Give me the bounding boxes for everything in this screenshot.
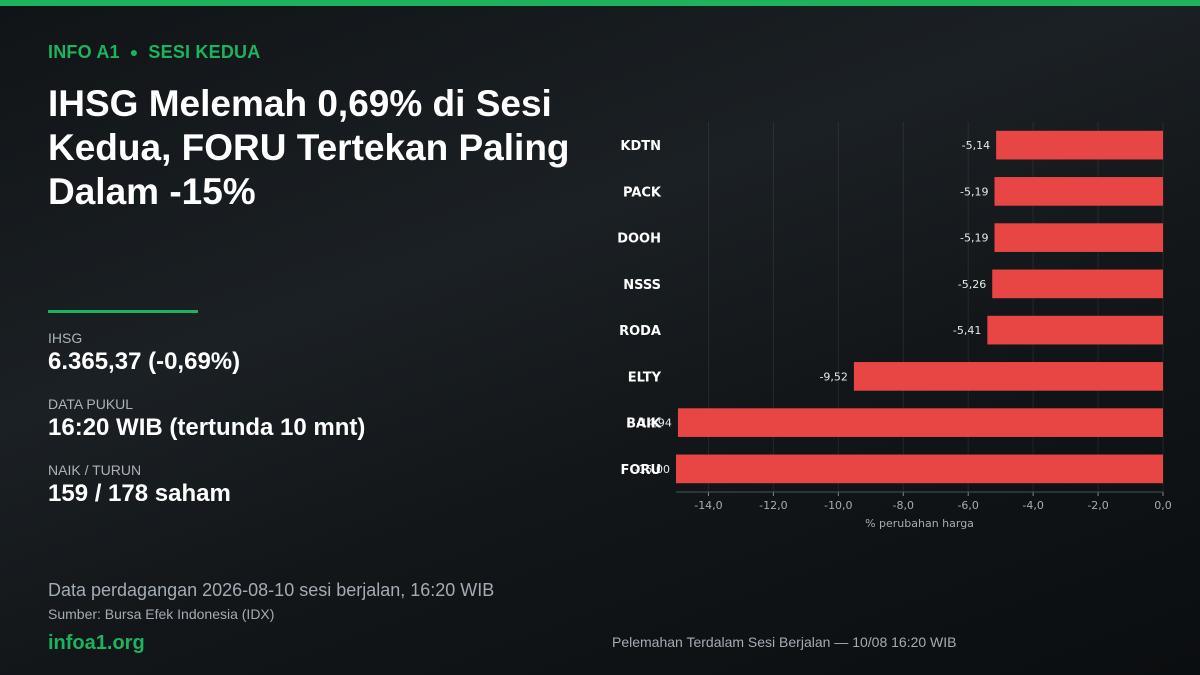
category-label: NSSS xyxy=(623,278,661,293)
category-label: PACK xyxy=(623,185,662,200)
headline: IHSG Melemah 0,69% di Sesi Kedua, FORU T… xyxy=(48,83,570,212)
footer-note: Data perdagangan 2026-08-10 sesi berjala… xyxy=(48,580,495,600)
bar-dooh xyxy=(994,223,1163,252)
bar-baik xyxy=(677,408,1163,437)
bar-kdtn xyxy=(996,130,1163,160)
x-tick-label: -14,0 xyxy=(694,499,722,512)
category-label: RODA xyxy=(619,324,661,339)
stat-label-time: DATA PUKUL xyxy=(48,396,134,412)
kicker-section: SESI KEDUA xyxy=(148,42,261,62)
x-tick-label: -12,0 xyxy=(759,499,787,512)
stat-value-ihsg: 6.365,37 (-0,69%) xyxy=(48,348,241,375)
bar-nsss xyxy=(992,269,1163,299)
bar-foru xyxy=(676,454,1163,484)
kicker: INFO A1 ● SESI KEDUA xyxy=(48,42,260,63)
category-label: ELTY xyxy=(628,370,662,385)
x-tick-label: -10,0 xyxy=(824,499,852,512)
x-tick-label: -8,0 xyxy=(893,499,914,512)
bar-pack xyxy=(994,177,1163,206)
bullet-icon: ● xyxy=(129,44,139,60)
footer-source: Sumber: Bursa Efek Indonesia (IDX) xyxy=(48,606,275,622)
value-label: -5,26 xyxy=(958,278,986,291)
x-axis-title: % perubahan harga xyxy=(865,517,974,530)
kicker-brand: INFO A1 xyxy=(48,42,120,62)
stat-value-advance-decline: 159 / 178 saham xyxy=(48,480,231,507)
x-tick-label: -4,0 xyxy=(1022,499,1043,512)
value-label: -5,19 xyxy=(960,232,988,245)
bar-elty xyxy=(853,362,1163,391)
category-label: BAIK xyxy=(626,417,662,432)
x-tick-label: 0,0 xyxy=(1154,499,1172,512)
top-accent-bar xyxy=(0,0,1200,6)
value-label: -5,41 xyxy=(953,324,981,337)
bar-roda xyxy=(987,315,1163,345)
divider xyxy=(48,310,198,313)
site-link[interactable]: infoa1.org xyxy=(48,632,145,654)
stat-value-time: 16:20 WIB (tertunda 10 mnt) xyxy=(48,414,366,441)
category-label: KDTN xyxy=(620,139,661,154)
value-label: -5,14 xyxy=(962,139,990,152)
value-label: -5,19 xyxy=(960,185,988,198)
stat-label-advance-decline: NAIK / TURUN xyxy=(48,462,142,478)
stat-label-ihsg: IHSG xyxy=(48,330,83,346)
value-label: -9,52 xyxy=(819,370,847,383)
value-label: -15,00 xyxy=(635,463,670,476)
category-label: FORU xyxy=(621,463,662,478)
value-label: -14,94 xyxy=(636,417,671,430)
x-tick-label: -6,0 xyxy=(957,499,978,512)
x-tick-label: -2,0 xyxy=(1087,499,1108,512)
bar-chart: -14,0 -12,0 -10,0 -8,0 -6,0 -4,0 -2,0 0,0 -5,14 K… xyxy=(617,122,1172,530)
chart-caption: Pelemahan Terdalam Sesi Berjalan — 10/08… xyxy=(612,634,957,650)
category-label: DOOH xyxy=(617,232,661,247)
